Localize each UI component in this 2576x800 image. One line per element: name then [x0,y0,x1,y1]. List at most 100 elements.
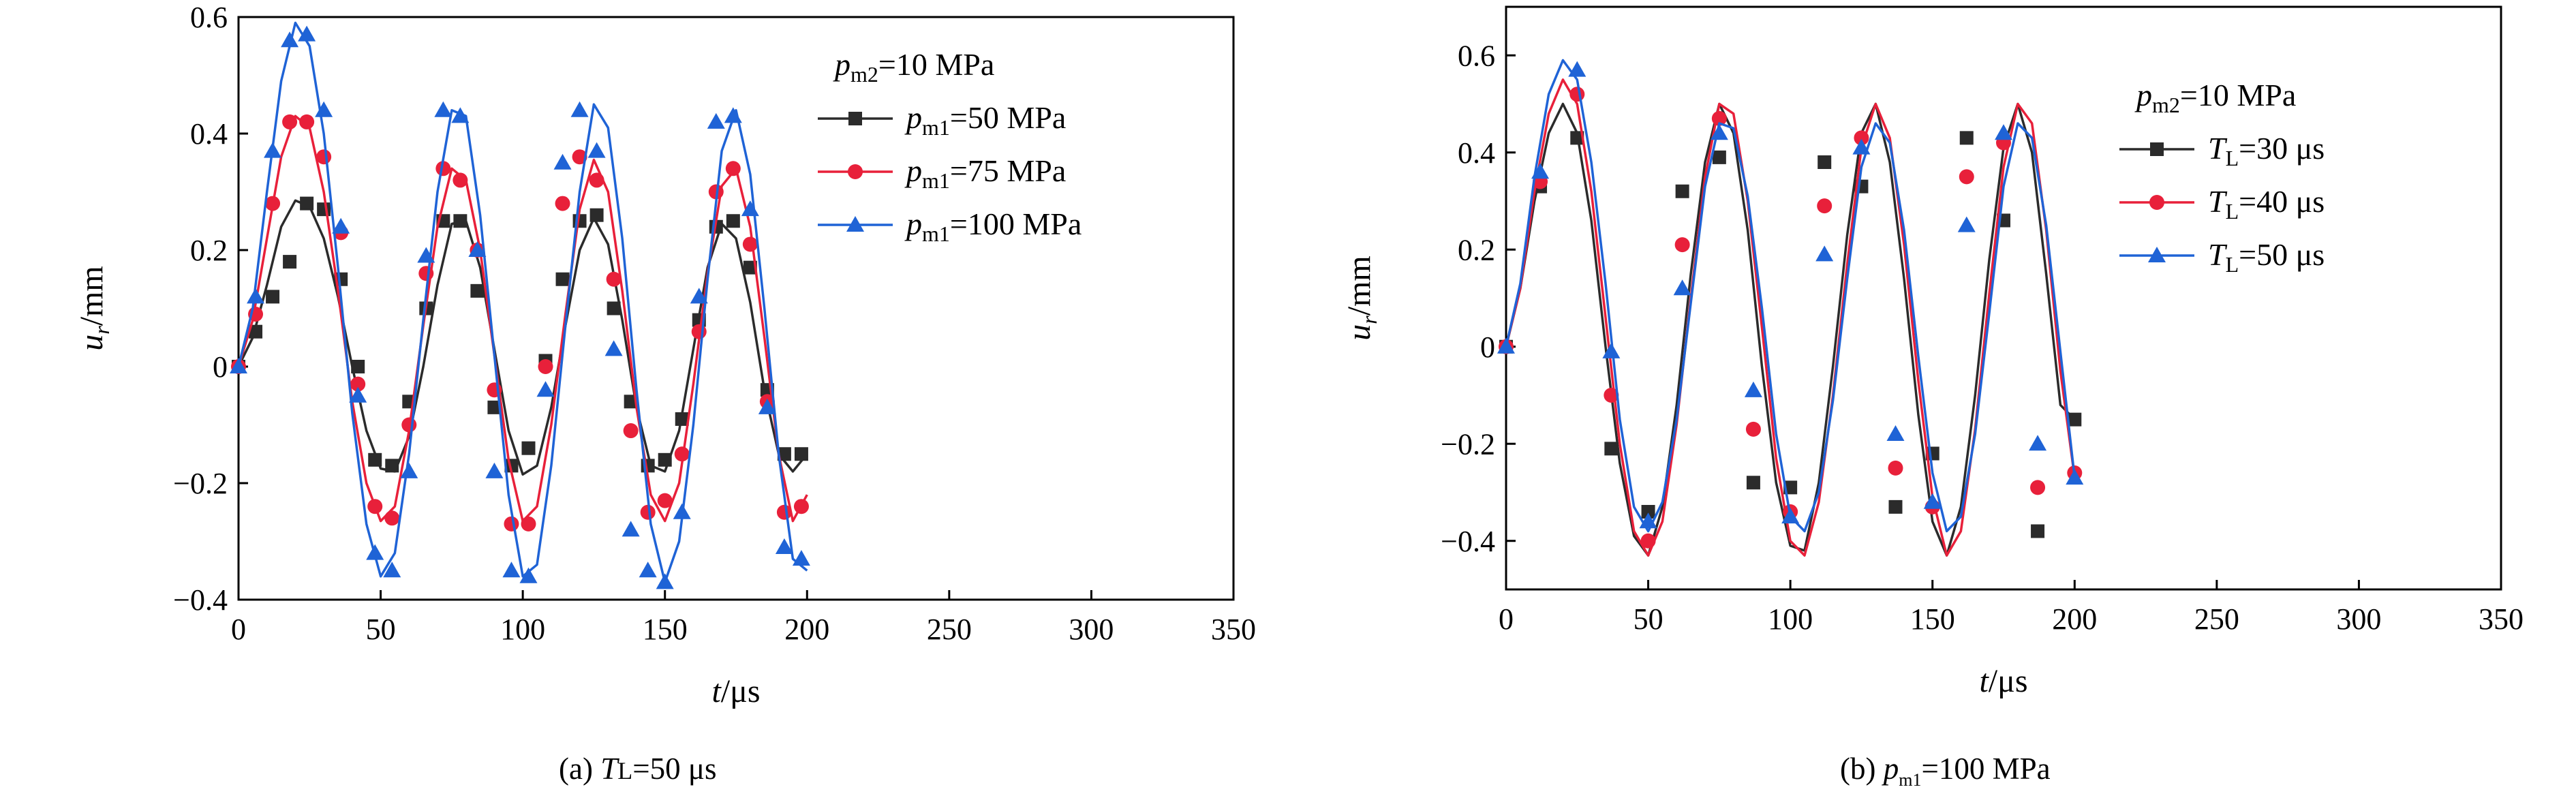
chart-panel-a: 0 50 100 150 200 250 300 350 −0.4 −0.2 0 0.2 0.4 0.6 t… [74,1,1256,709]
legend-entry-value: =40 μs [2239,184,2325,219]
data-point-triangle [519,567,538,583]
data-point-square [1818,155,1832,169]
legend-entry-variable: T [2208,184,2228,219]
y-tick-label: 0.4 [190,117,228,151]
data-point-triangle [604,340,623,356]
legend-entry-value: =30 μs [2239,131,2325,166]
y-axis-unit: /mm [74,266,110,326]
x-tick-label: 100 [1768,602,1813,636]
x-tick-label: 250 [2194,602,2239,636]
data-point-triangle [741,200,759,217]
data-point-circle [657,493,673,508]
data-point-triangle [1781,508,1800,524]
data-point-circle [299,114,315,129]
legend-entry-value: =100 MPa [950,206,1082,241]
data-point-triangle [536,381,555,397]
data-point-square [453,214,467,228]
data-point-circle [1959,169,1974,185]
data-point-square [1570,131,1584,145]
caption-a-suffix: =50 μs [632,752,717,786]
x-tick-label: 200 [784,613,829,646]
x-axis-unit: /μs [721,673,761,709]
data-point-circle [384,510,400,526]
data-point-circle [742,236,758,252]
data-point-triangle [1923,493,1942,509]
data-point-square [726,214,740,228]
y-axis-subscript: r [89,326,114,335]
data-point-triangle [553,153,572,170]
data-point-triangle [332,217,350,234]
data-point-triangle [1957,216,1976,232]
legend-entry-subscript: m1 [922,168,950,193]
caption-b-subscript: m1 [1899,770,1922,790]
data-point-circle [623,423,639,439]
y-axis-variable: u [1341,324,1377,341]
data-point-triangle [1531,163,1550,179]
x-axis-label: t/μs [1979,663,2027,699]
data-point-triangle [264,142,282,158]
y-tick-label: 0.2 [190,234,228,267]
x-axis-label: t/μs [711,673,760,709]
data-point-square [2068,412,2082,427]
data-point-circle [776,504,792,520]
legend-entry-value: =50 MPa [950,100,1066,135]
data-point-triangle [230,358,247,373]
legend-entry-subscript: L [2226,252,2239,277]
data-point-triangle [247,288,265,304]
data-point-triangle [724,107,742,123]
legend-title-variable: p [2134,78,2152,112]
chart-panel-b: 0 50 100 150 200 250 300 350 −0.4 −0.2 0 0.2 0.4 0.6 t… [1341,5,2524,699]
data-point-square [470,283,485,298]
data-point-square [487,400,502,414]
data-point-circle [401,417,417,433]
x-tick-label: 250 [927,613,972,646]
data-point-circle [572,149,587,165]
data-point-triangle [656,573,674,589]
x-tick-label: 150 [1910,602,1955,636]
data-point-circle [640,504,656,520]
data-point-square [249,324,263,339]
data-point-triangle [1497,337,1515,354]
data-point-circle [606,271,622,287]
y-axis-label: ur/mm [1341,256,1381,340]
data-point-circle [367,499,383,514]
legend-title-value: =10 MPa [2180,78,2296,112]
data-point-square [675,412,689,426]
legend-title-subscript: m2 [2152,93,2180,117]
data-point-circle [1569,87,1585,102]
data-point-triangle [2066,469,2084,485]
data-point-triangle [451,107,470,123]
caption-b: (b) pm1=100 MPa [1840,751,2051,790]
data-point-square [794,447,808,461]
data-point-triangle [434,101,453,117]
data-point-triangle [417,247,435,263]
legend-entry-variable: p [904,206,922,241]
legend-entry: pm1=75 MPa [904,153,1066,193]
x-axis-variable: t [711,673,722,709]
x-tick-label: 0 [231,613,246,646]
data-point-circle [691,324,707,339]
data-point-triangle [1568,61,1586,77]
data-point-triangle [366,544,384,560]
data-point-triangle [570,101,589,117]
data-point-circle [521,516,536,532]
data-point-circle [1640,533,1656,549]
data-point-square [368,452,382,467]
data-point-triangle [639,561,657,578]
legend-entry-subscript: L [2226,199,2239,224]
y-axis-subscript: r [1357,316,1381,324]
caption-a-variable: T [600,752,618,786]
data-point-circle [418,266,434,281]
data-point-circle [282,114,298,129]
data-point-circle [504,516,519,532]
x-tick-label: 50 [366,613,396,646]
legend-entry-value: =50 μs [2239,237,2325,272]
data-point-square [266,290,280,304]
data-point-square [1888,499,1903,514]
data-point-triangle [1673,279,1691,296]
data-point-square [658,452,672,467]
data-point-circle [1745,421,1761,437]
y-axis-label: ur/mm [74,266,114,350]
